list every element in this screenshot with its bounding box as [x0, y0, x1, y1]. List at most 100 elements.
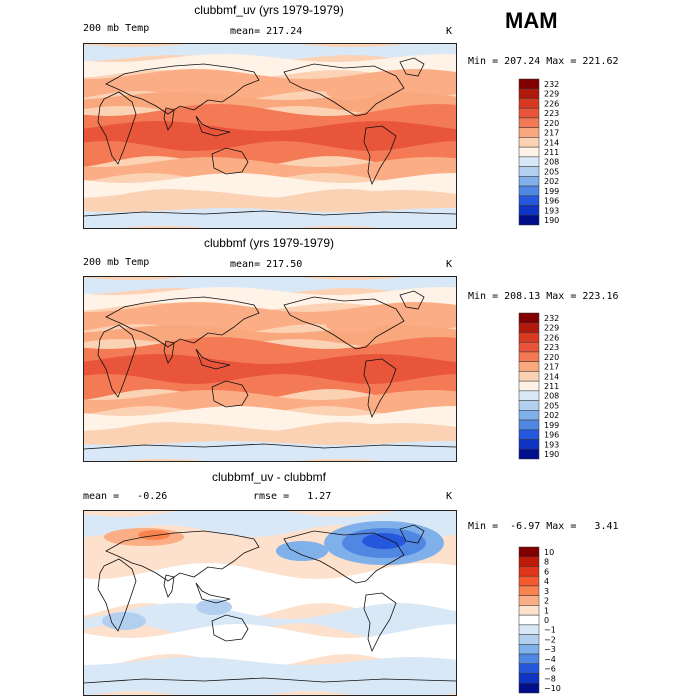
colorbar-swatch: [518, 195, 540, 206]
colorbar-swatch: [518, 449, 540, 460]
contour-patch: [240, 314, 280, 328]
colorbar-tick-label: 205: [544, 401, 559, 410]
colorbar-tick-label: 208: [544, 158, 559, 167]
colorbar-tick-label: −3: [544, 645, 556, 654]
colorbar-tick-label: 232: [544, 314, 559, 323]
colorbar-swatch: [518, 78, 540, 89]
contour-band: [84, 390, 456, 416]
colorbar-swatch: [518, 429, 540, 440]
panel-3-rmse-label: rmse = 1.27: [253, 491, 332, 502]
contour-patch: [326, 84, 378, 100]
colorbar-tick-label: 190: [544, 216, 559, 225]
colorbar-tick-label: 223: [544, 343, 559, 352]
colorbar-swatch: [518, 312, 540, 323]
colorbar-tick-label: 208: [544, 392, 559, 401]
colorbar-tick-label: 190: [544, 450, 559, 459]
panel-1-min-max: Min = 207.24 Max = 221.62: [468, 56, 619, 67]
colorbar-tick-label: 199: [544, 421, 559, 430]
colorbar-swatch: [518, 673, 540, 684]
contour-band: [84, 603, 456, 639]
contour-patch: [196, 599, 232, 615]
panel-2-unit: K: [446, 259, 453, 270]
colorbar-tick-label: 8: [544, 558, 549, 567]
colorbar-swatch: [518, 595, 540, 606]
coastline: [84, 57, 456, 217]
colorbar-tick-label: 220: [544, 353, 559, 362]
colorbar-swatch: [518, 439, 540, 450]
colorbar-swatch: [518, 380, 540, 392]
colorbar-tick-label: 211: [544, 382, 559, 391]
colorbar-swatch: [518, 634, 540, 645]
colorbar-tick-label: 10: [544, 548, 554, 557]
colorbar-swatch: [518, 546, 540, 557]
colorbar-swatch: [518, 332, 540, 343]
colorbar-tick-label: 202: [544, 411, 559, 420]
colorbar-swatch: [518, 341, 540, 353]
contour-band: [84, 624, 456, 668]
colorbar-swatch: [518, 653, 540, 665]
colorbar-tick-label: 229: [544, 324, 559, 333]
contour-band: [84, 157, 456, 183]
colorbar-tick-label: 232: [544, 80, 559, 89]
colorbar-tick-label: 214: [544, 372, 559, 381]
contour-patch: [326, 317, 378, 333]
colorbar-tick-label: −1: [544, 626, 556, 635]
contour-band: [84, 287, 456, 311]
cold-anomaly-peak: [362, 533, 406, 549]
colorbar-swatch: [518, 585, 540, 596]
panel-1-map: [83, 43, 457, 229]
panel-2-min-max: Min = 208.13 Max = 223.16: [468, 291, 619, 302]
colorbar-swatch: [518, 556, 540, 567]
contour-band: [84, 54, 456, 78]
colorbar-swatch: [518, 614, 540, 626]
colorbar-swatch: [518, 419, 540, 431]
colorbar-swatch: [518, 127, 540, 138]
panel-3-map: [83, 510, 457, 696]
contour-band: [84, 173, 456, 199]
colorbar-swatch: [518, 400, 540, 411]
colorbar-tick-label: 217: [544, 129, 559, 138]
panel-3-map-svg: [84, 511, 456, 695]
colorbar-tick-label: −4: [544, 655, 556, 664]
colorbar-tick-label: −10: [544, 684, 561, 693]
colorbar-tick-label: 2: [544, 597, 549, 606]
panel-2-variable-label: 200 mb Temp: [83, 257, 150, 268]
colorbar-swatch: [518, 98, 540, 109]
colorbar-tick-label: 4: [544, 577, 549, 586]
contour-band-polar-north: [84, 277, 456, 294]
colorbar-tick-label: 196: [544, 431, 559, 440]
colorbar-tick-label: 223: [544, 109, 559, 118]
panel-2-mean-value: 217.50: [266, 259, 303, 270]
panel-3-min-max: Min = -6.97 Max = 3.41: [468, 521, 619, 532]
colorbar-swatch: [518, 361, 540, 372]
colorbar-tick-label: 6: [544, 567, 549, 576]
colorbar-swatch: [518, 215, 540, 226]
panel-1-variable-label: 200 mb Temp: [83, 23, 150, 34]
colorbar-tick-label: −6: [544, 665, 556, 674]
colorbar-swatch: [518, 88, 540, 99]
coastline: [84, 290, 456, 450]
colorbar-swatch: [518, 371, 540, 382]
colorbar-swatch: [518, 146, 540, 158]
colorbar-tick-label: 205: [544, 167, 559, 176]
colorbar-swatch: [518, 605, 540, 616]
colorbar-tick-label: −2: [544, 635, 556, 644]
colorbar-swatch: [518, 410, 540, 421]
contour-band-polar-north: [84, 44, 456, 61]
season-label: MAM: [505, 8, 558, 33]
panel-3-title: clubbmf_uv - clubbmf: [211, 470, 327, 484]
panel-3-unit: K: [446, 491, 453, 502]
colorbar-tick-label: 211: [544, 148, 559, 157]
colorbar-swatch: [518, 322, 540, 333]
panel-3-mean-label: mean = -0.26: [83, 491, 168, 502]
colorbar-swatch: [518, 176, 540, 187]
contour-patch: [240, 81, 280, 95]
contour-band: [84, 354, 456, 384]
colorbar-swatch: [518, 683, 540, 694]
colorbar-tick-label: 1: [544, 606, 549, 615]
panel-1-mean-value: 217.24: [266, 26, 303, 37]
panel-1-title: clubbmf_uv (yrs 1979-1979): [194, 3, 344, 17]
panel-2-colorbar: 232 229 226 223 220 217 214 211 208 205 202 199 196 1…: [518, 312, 579, 460]
panel-3-colorbar: 10 8 6 4 3 2 1 0 −1 −2 −3 −4 −6 −8 −10: [518, 546, 579, 694]
colorbar-tick-label: 214: [544, 138, 559, 147]
